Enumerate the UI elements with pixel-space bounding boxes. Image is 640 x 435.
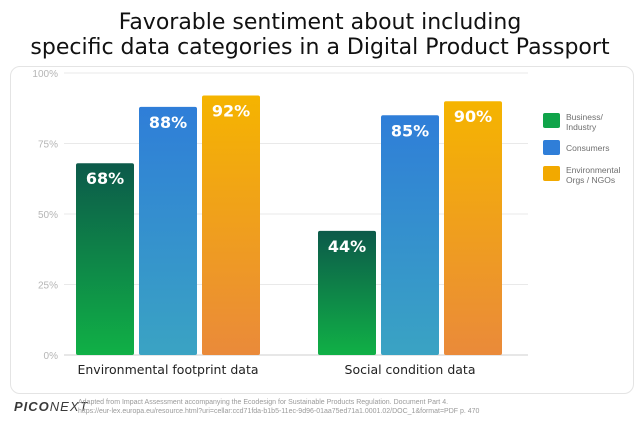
source-line-1: Adapted from Impact Assessment accompany… (78, 399, 449, 406)
y-tick-label: 75% (38, 140, 58, 151)
bar (318, 230, 376, 355)
legend-swatch (543, 113, 560, 128)
bar (76, 163, 134, 355)
y-tick-label: 25% (38, 281, 58, 292)
legend-label: Environmental (566, 165, 620, 175)
bar-value-label: 90% (454, 107, 492, 126)
bar (381, 115, 439, 355)
chart-title-line-2: specific data categories in a Digital Pr… (30, 35, 610, 60)
bar-value-label: 68% (86, 169, 124, 188)
bar-value-label: 85% (391, 121, 429, 140)
bar (139, 106, 197, 355)
legend-label: Consumers (566, 143, 609, 153)
legend-label: Business/ (566, 112, 603, 122)
x-category-label: Environmental footprint data (77, 362, 258, 377)
piconext-logo: PICONEXT (14, 399, 88, 414)
legend-label: Industry (566, 122, 597, 132)
y-tick-label: 100% (32, 69, 58, 80)
bar (444, 101, 502, 355)
chart-title-line-1: Favorable sentiment about including (118, 10, 522, 35)
bar-value-label: 44% (328, 237, 366, 256)
legend-label: Orgs / NGOs (566, 175, 615, 185)
logo-text-pico: PICO (14, 399, 50, 414)
legend-swatch (543, 140, 560, 155)
chart-title: Favorable sentiment about including spec… (0, 10, 640, 60)
y-tick-label: 50% (38, 210, 58, 221)
y-tick-label: 0% (44, 351, 59, 362)
bar (202, 95, 260, 355)
logo-text-next: NEXT (49, 399, 89, 414)
bar-value-label: 88% (149, 113, 187, 132)
legend-swatch (543, 166, 560, 181)
source-line-2: https://eur-lex.europa.eu/resource.html?… (78, 408, 480, 415)
source-note: Adapted from Impact Assessment accompany… (78, 398, 633, 416)
x-category-label: Social condition data (345, 362, 476, 377)
bar-value-label: 92% (212, 102, 250, 121)
